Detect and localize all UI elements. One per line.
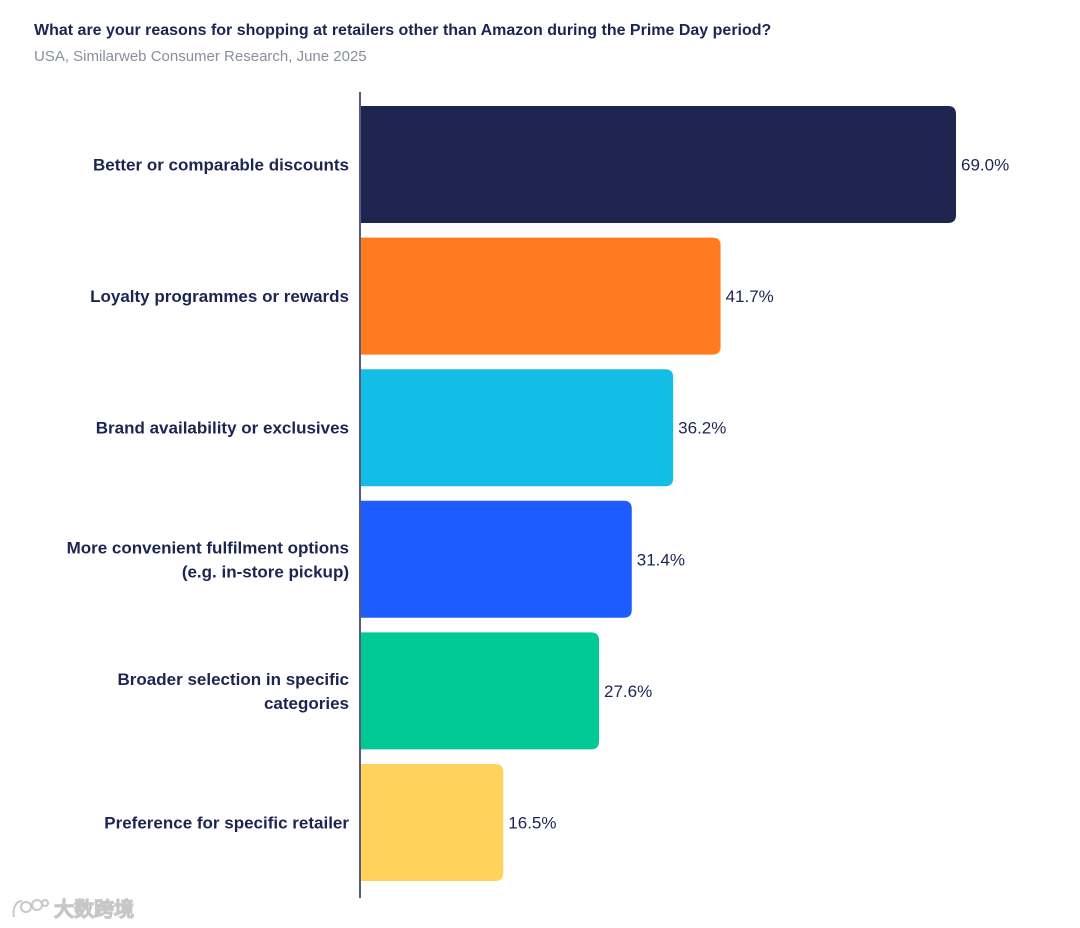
watermark: 大数跨境 xyxy=(10,893,135,922)
category-label: (e.g. in-store pickup) xyxy=(182,562,349,581)
bar xyxy=(361,632,599,750)
bar xyxy=(361,500,632,618)
data-label: 31.4% xyxy=(637,550,685,569)
category-label: Preference for specific retailer xyxy=(104,814,349,833)
logo-icon xyxy=(12,898,49,917)
data-label: 36.2% xyxy=(678,419,726,438)
bar xyxy=(361,369,674,487)
data-label: 27.6% xyxy=(604,682,652,701)
chart-subtitle: USA, Similarweb Consumer Research, June … xyxy=(34,48,367,65)
category-label: Loyalty programmes or rewards xyxy=(90,287,349,306)
data-label: 41.7% xyxy=(726,287,774,306)
bar xyxy=(361,106,956,223)
chart-title: What are your reasons for shopping at re… xyxy=(34,22,772,39)
category-label: Brand availability or exclusives xyxy=(96,419,349,438)
bar xyxy=(361,764,504,881)
data-label: 69.0% xyxy=(961,156,1009,175)
watermark-text: 大数跨境 xyxy=(54,897,135,922)
bar xyxy=(361,237,721,355)
category-label: categories xyxy=(264,694,349,713)
category-label: Better or comparable discounts xyxy=(93,156,349,175)
category-label: More convenient fulfilment options xyxy=(67,538,349,557)
data-label: 16.5% xyxy=(508,814,556,833)
category-label: Broader selection in specific xyxy=(118,670,349,689)
